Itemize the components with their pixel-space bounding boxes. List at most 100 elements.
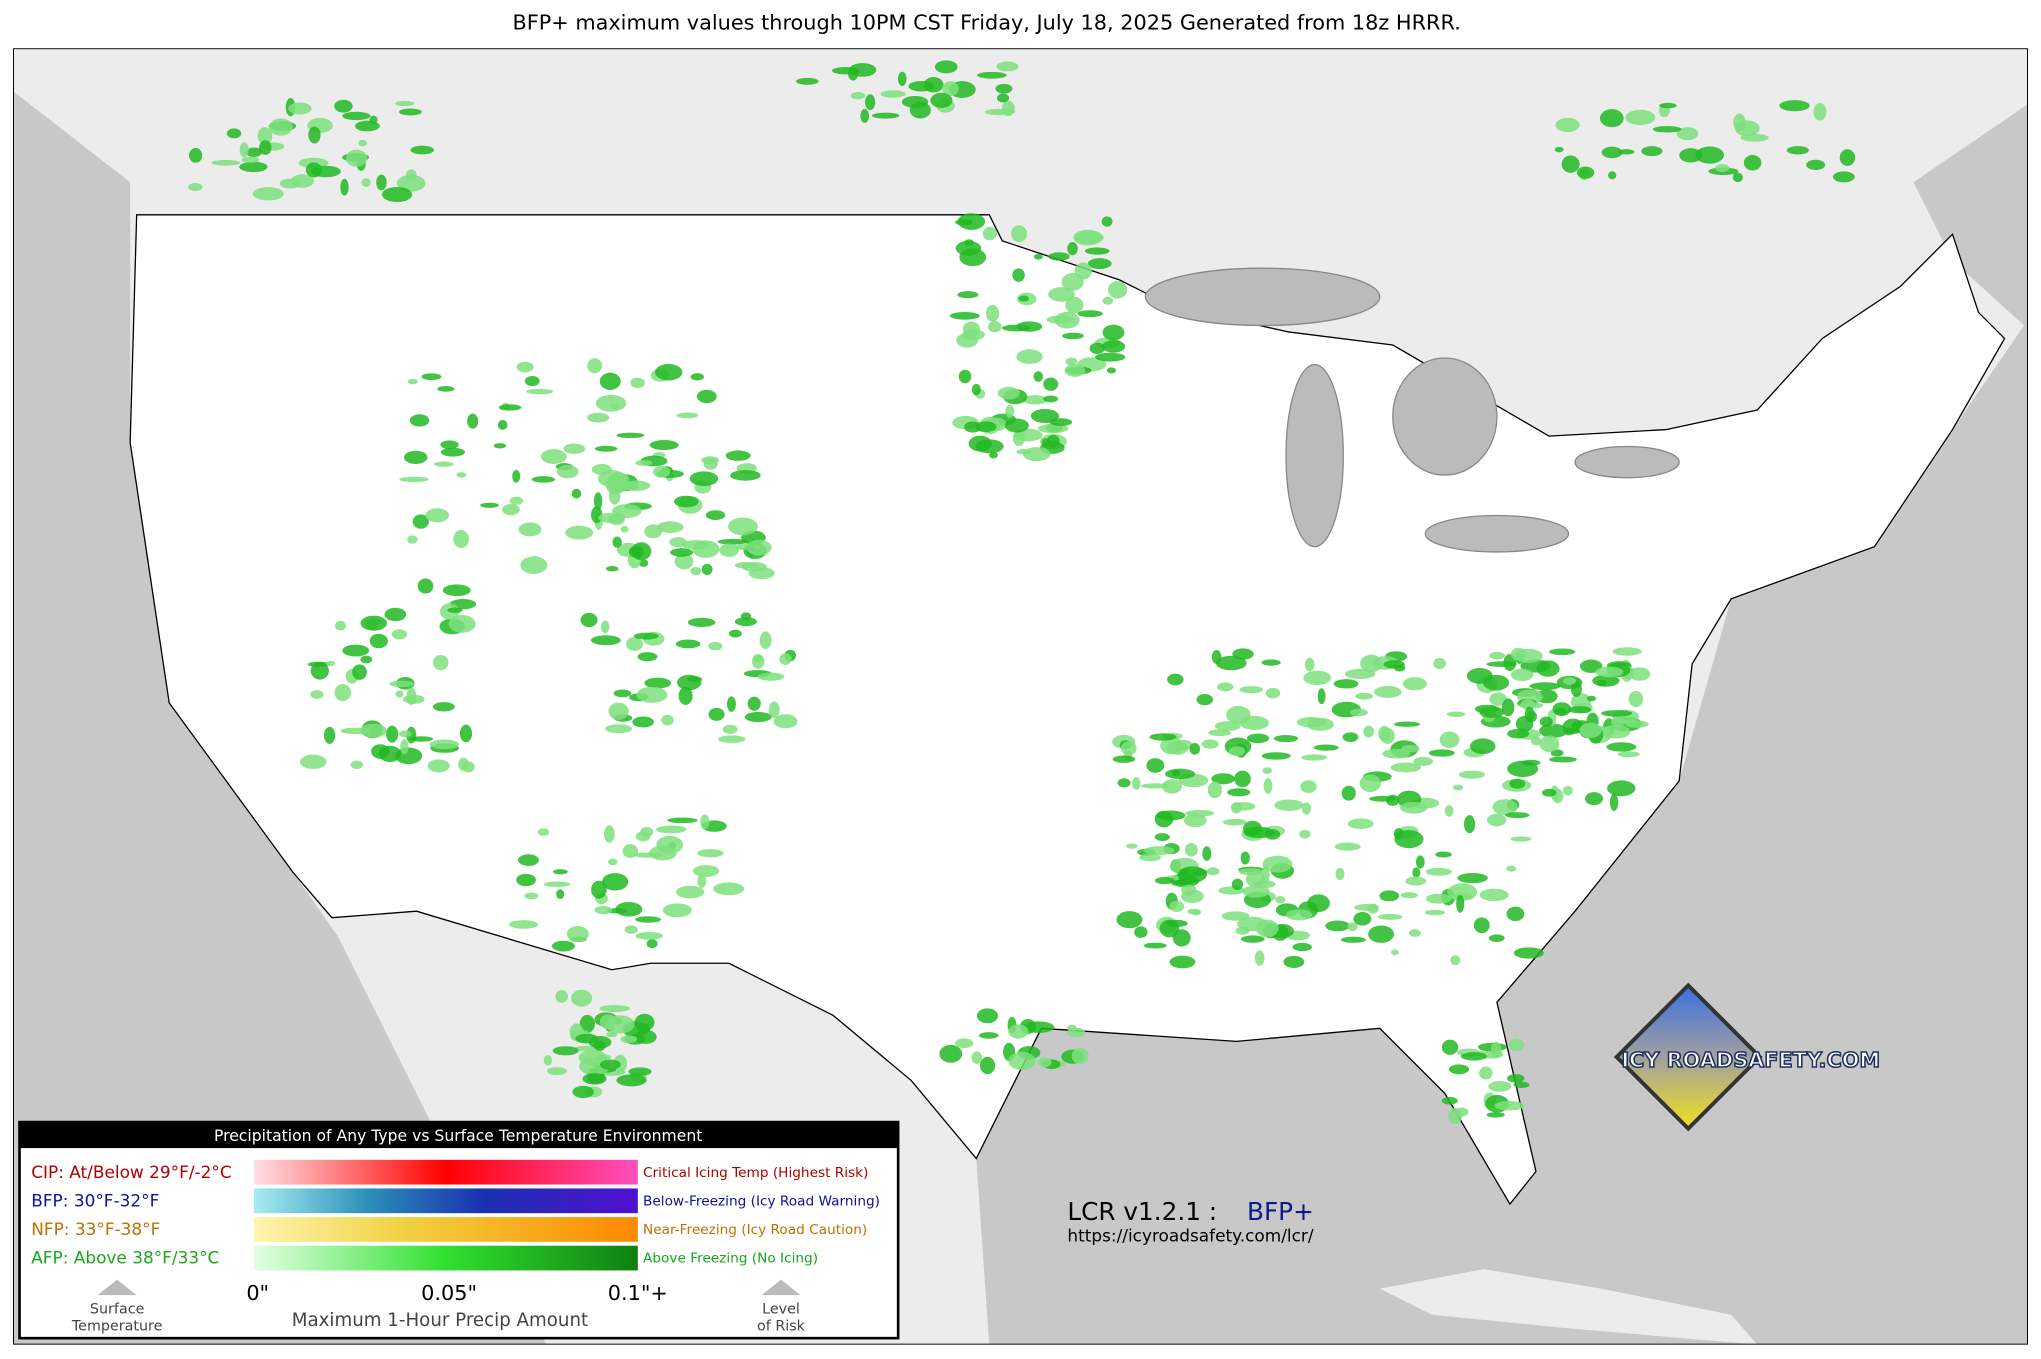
- precip-blob: [1579, 722, 1602, 738]
- precip-blob: [1139, 853, 1162, 862]
- legend-description: Near-Freezing (Icy Road Caution): [643, 1222, 867, 1238]
- precip-blob: [728, 517, 758, 536]
- precip-blob: [635, 916, 662, 923]
- legend-label: NFP: 33°F-38°F: [31, 1219, 160, 1239]
- precip-blob: [1169, 955, 1196, 969]
- precip-blob: [1067, 1024, 1077, 1032]
- precip-blob: [1452, 784, 1464, 791]
- precip-blob: [1048, 252, 1070, 261]
- precip-blob: [1037, 423, 1069, 434]
- title: BFP+ maximum values through 10PM CST Fri…: [512, 10, 1460, 34]
- precip-blob: [575, 1033, 599, 1044]
- precip-blob: [1304, 657, 1315, 672]
- precip-blob: [605, 724, 633, 734]
- precip-blob: [509, 920, 538, 929]
- precip-blob: [690, 566, 702, 576]
- precip-blob: [1325, 920, 1350, 932]
- precip-blob: [1143, 942, 1167, 949]
- precip-blob: [1368, 925, 1394, 943]
- precip-blob: [556, 464, 579, 479]
- precip-blob: [773, 714, 798, 729]
- precip-blob: [644, 524, 662, 539]
- precip-blob: [1405, 876, 1427, 886]
- precip-blob: [1084, 247, 1110, 255]
- precip-blob: [493, 443, 507, 449]
- precip-blob: [635, 459, 653, 466]
- gradient-bar: [253, 1217, 638, 1242]
- precip-blob: [361, 178, 371, 187]
- precip-blob: [708, 641, 723, 651]
- precip-blob: [1292, 942, 1312, 952]
- precip-blob: [971, 1051, 983, 1064]
- precip-blob: [1555, 117, 1580, 133]
- precip-blob: [975, 421, 997, 433]
- precip-blob: [310, 690, 324, 699]
- precip-blob: [1067, 241, 1078, 256]
- precip-blob: [1215, 655, 1247, 671]
- precip-blob: [1222, 818, 1247, 826]
- precip-blob: [1033, 371, 1044, 382]
- precip-blob: [1022, 395, 1048, 405]
- precip-blob: [1513, 947, 1544, 959]
- precip-blob: [1221, 911, 1250, 921]
- precip-blob: [1425, 893, 1452, 904]
- precip-blob: [1562, 718, 1584, 735]
- precip-blob: [1117, 778, 1131, 788]
- precip-blob: [626, 636, 643, 651]
- precip-blob: [957, 291, 979, 299]
- precip-blob: [400, 739, 409, 755]
- precip-blob: [587, 412, 610, 423]
- precip-blob: [1189, 743, 1201, 755]
- precip-blob: [1237, 916, 1268, 932]
- precip-blob: [1393, 828, 1404, 840]
- precip-blob: [930, 92, 953, 108]
- precip-blob: [1120, 741, 1137, 756]
- precip-blob: [1254, 950, 1265, 966]
- precip-blob: [352, 664, 367, 680]
- precip-blob: [1529, 682, 1561, 691]
- precip-blob: [697, 874, 707, 888]
- precip-blob: [608, 702, 629, 720]
- cuba: [1379, 1269, 1758, 1345]
- precip-blob: [1601, 710, 1633, 717]
- precip-blob: [555, 989, 568, 1003]
- precip-blob: [1576, 166, 1595, 179]
- precip-blob: [1211, 650, 1222, 665]
- precip-areas: [187, 60, 1856, 1125]
- legend-description: Critical Icing Temp (Highest Risk): [643, 1165, 868, 1181]
- precip-blob: [355, 120, 380, 132]
- precip-blob: [467, 413, 479, 429]
- precip-blob: [601, 873, 629, 891]
- precip-blob: [968, 435, 992, 452]
- precip-blob: [432, 702, 455, 712]
- precip-blob: [1489, 692, 1508, 706]
- precip-blob: [580, 612, 598, 628]
- precip-blob: [988, 321, 1002, 333]
- precip-blob: [1183, 813, 1207, 828]
- precip-blob: [667, 817, 698, 824]
- precip-blob: [1786, 146, 1809, 155]
- precip-blob: [1394, 721, 1421, 727]
- precip-blob: [1173, 739, 1193, 751]
- precip-blob: [696, 389, 717, 404]
- precip-blob: [1839, 149, 1856, 166]
- precip-blob: [1628, 690, 1644, 708]
- precip-blob: [1552, 702, 1572, 717]
- precip-blob: [1261, 752, 1291, 760]
- precip-blob: [1001, 324, 1031, 332]
- precip-blob: [734, 617, 757, 627]
- precip-blob: [1048, 287, 1075, 302]
- precip-blob: [1286, 909, 1313, 921]
- precip-blob: [524, 892, 539, 900]
- precip-blob: [608, 858, 618, 866]
- precip-blob: [594, 445, 618, 452]
- precip-blob: [389, 680, 414, 688]
- precip-blob: [1383, 660, 1405, 669]
- precip-blob: [433, 655, 449, 671]
- precip-blob: [1262, 855, 1293, 873]
- precip-blob: [689, 471, 719, 487]
- precip-blob: [1202, 846, 1212, 861]
- precip-blob: [1457, 873, 1488, 884]
- precip-blob: [644, 677, 672, 689]
